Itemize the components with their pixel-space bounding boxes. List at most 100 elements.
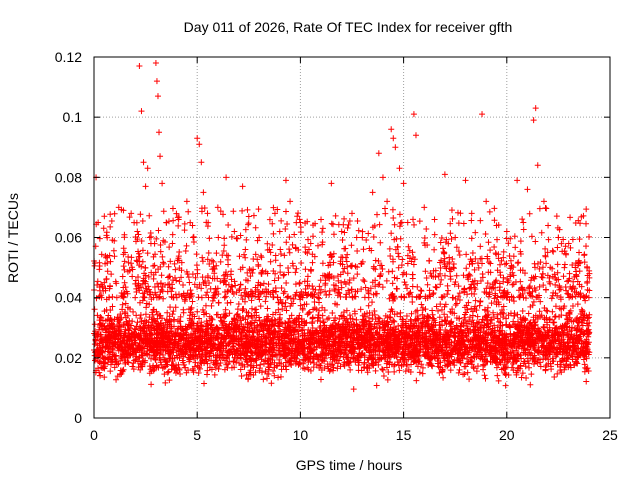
data-point <box>275 374 282 381</box>
data-point <box>208 366 215 373</box>
data-point <box>151 262 158 269</box>
data-point <box>361 278 368 285</box>
data-point <box>143 304 150 311</box>
data-point <box>369 299 376 306</box>
data-point <box>522 350 529 357</box>
data-point <box>476 302 483 309</box>
data-points-layer <box>91 60 593 393</box>
data-point <box>379 367 386 374</box>
data-point <box>91 341 98 348</box>
data-point <box>329 309 336 316</box>
data-point <box>403 313 410 320</box>
data-point <box>162 358 169 365</box>
data-point <box>193 251 200 258</box>
data-point <box>461 304 468 311</box>
data-point <box>441 311 448 318</box>
data-point <box>115 327 122 334</box>
data-point <box>374 320 381 327</box>
data-point <box>231 354 238 361</box>
data-point <box>552 313 559 320</box>
data-point <box>569 262 576 269</box>
data-point <box>190 238 197 245</box>
data-point <box>513 371 520 378</box>
data-point <box>208 321 215 328</box>
data-point <box>135 274 142 281</box>
data-point <box>558 369 565 376</box>
data-point <box>234 355 241 362</box>
data-point <box>385 369 392 376</box>
data-point <box>474 313 481 320</box>
data-point <box>473 368 480 375</box>
data-point <box>419 364 426 371</box>
data-point <box>177 370 184 377</box>
data-point <box>109 303 116 310</box>
data-point <box>186 279 193 286</box>
data-point <box>393 285 400 292</box>
data-point <box>462 363 469 370</box>
data-point <box>347 366 354 373</box>
chart-title: Day 011 of 2026, Rate Of TEC Index for r… <box>184 19 513 35</box>
data-point <box>226 310 233 317</box>
data-point <box>569 302 576 309</box>
data-point <box>412 354 419 361</box>
data-point <box>283 307 290 314</box>
data-point <box>245 375 252 382</box>
data-point <box>169 311 176 318</box>
data-point <box>228 276 235 283</box>
data-point <box>330 353 337 360</box>
data-point <box>436 314 443 321</box>
data-point <box>371 311 378 318</box>
data-point <box>283 280 290 287</box>
data-point <box>309 325 316 332</box>
data-point <box>350 386 357 393</box>
data-point <box>508 364 515 371</box>
data-point <box>197 365 204 372</box>
data-point <box>389 268 396 275</box>
data-point <box>170 308 177 315</box>
data-point <box>98 251 105 258</box>
data-point <box>227 299 234 306</box>
data-point <box>408 318 415 325</box>
data-point <box>270 230 277 237</box>
data-point <box>305 326 312 333</box>
data-point <box>242 285 249 292</box>
data-point <box>252 357 259 364</box>
data-point <box>202 302 209 309</box>
data-point <box>91 306 98 313</box>
data-point <box>396 223 403 230</box>
data-point <box>292 269 299 276</box>
data-point <box>465 299 472 306</box>
data-point <box>109 237 116 244</box>
data-point <box>519 307 526 314</box>
data-point <box>113 376 120 383</box>
data-point <box>560 273 567 280</box>
data-point <box>172 370 179 377</box>
data-point <box>166 377 173 384</box>
data-point <box>565 354 572 361</box>
data-point <box>337 363 344 370</box>
data-point <box>464 320 471 327</box>
data-point <box>277 262 284 269</box>
data-point <box>494 236 501 243</box>
data-point <box>544 308 551 315</box>
data-point <box>490 313 497 320</box>
data-point <box>212 364 219 371</box>
data-point <box>554 244 561 251</box>
data-point <box>552 281 559 288</box>
data-point <box>531 361 538 368</box>
data-point <box>395 250 402 257</box>
data-point <box>265 281 272 288</box>
data-point <box>525 310 532 317</box>
data-point <box>505 240 512 247</box>
data-point <box>319 312 326 319</box>
data-point <box>267 341 274 348</box>
data-point <box>510 298 517 305</box>
data-point <box>422 306 429 313</box>
data-point <box>464 369 471 376</box>
data-point <box>103 275 110 282</box>
data-point <box>287 303 294 310</box>
data-point <box>365 302 372 309</box>
data-point <box>557 363 564 370</box>
data-point <box>373 382 380 389</box>
